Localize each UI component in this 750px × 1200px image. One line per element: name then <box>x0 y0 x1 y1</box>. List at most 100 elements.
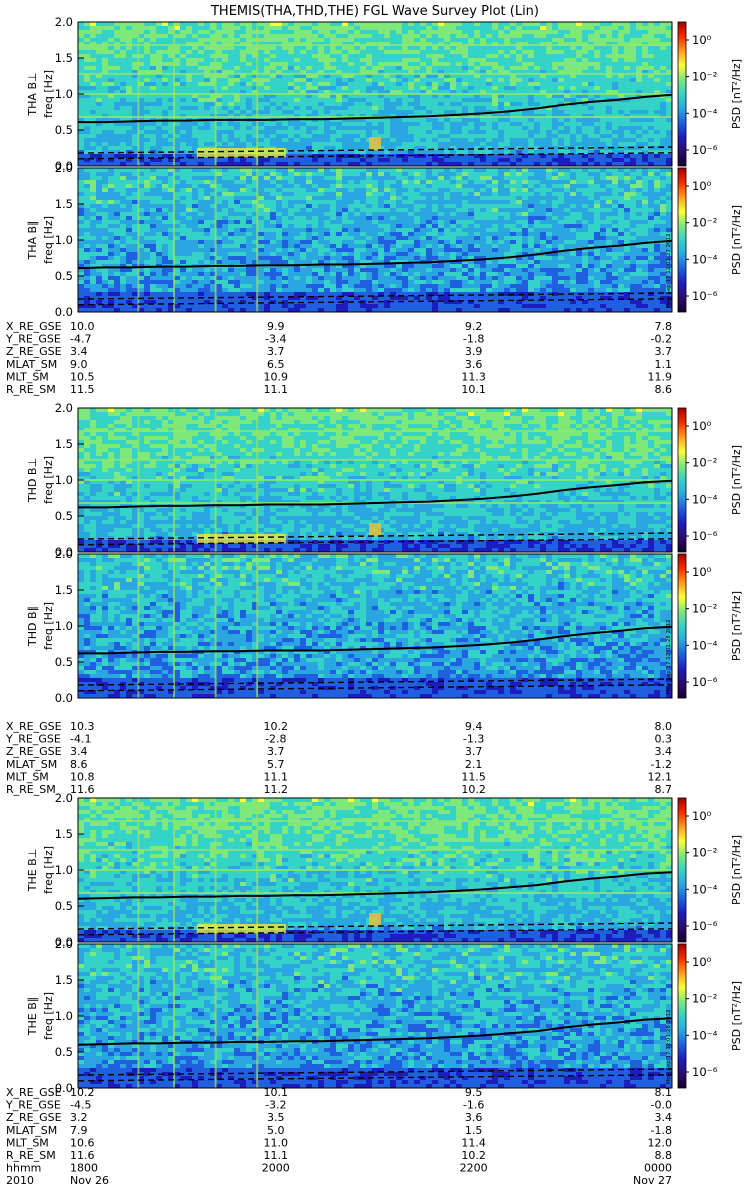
ephemeris-row-label: hhmm <box>6 1162 41 1175</box>
y-tick-label: 2.0 <box>55 937 73 951</box>
ephemeris-value: 9.5 <box>465 1086 483 1099</box>
ephemeris-value: 12.0 <box>648 1136 673 1149</box>
ephemeris-value: Nov 27 <box>633 1174 672 1187</box>
colorbar <box>677 167 687 313</box>
panel-3: 0.0 0.5 1.0 1.5 2.0 THD B⊥ freq [Hz] 10⁰ 10⁻² 10⁻… <box>26 401 743 559</box>
ephemeris-row-label: Y_RE_GSE <box>5 333 61 346</box>
colorbar-label: PSD [nT²/Hz] <box>730 205 743 275</box>
ephemeris-row-label: MLAT_SM <box>6 358 57 371</box>
y-tick-label: 0.5 <box>55 123 73 137</box>
ephemeris-row-label: X_RE_GSE <box>6 720 62 733</box>
ephemeris-value: 11.5 <box>70 383 95 396</box>
ephemeris-value: -4.1 <box>70 733 91 746</box>
ephemeris-value: 9.0 <box>70 358 88 371</box>
y-tick-label: 1.5 <box>55 827 73 841</box>
ephemeris-value: 2000 <box>262 1162 290 1175</box>
y-tick-label: 0.5 <box>55 899 73 913</box>
y-tick-label: 0.5 <box>55 269 73 283</box>
colorbar-tick-label: 10⁰ <box>692 33 712 47</box>
y-axis-probe-label: THD B⊥ <box>26 458 39 503</box>
y-tick-label: 2.0 <box>55 791 73 805</box>
ephemeris-value: 10.2 <box>264 720 289 733</box>
ephemeris-value: 8.0 <box>655 720 673 733</box>
cyclotron-trace <box>78 625 673 655</box>
colorbar-tick-label: 10⁰ <box>692 565 712 579</box>
ephemeris-row-label: R_RE_SM <box>6 1149 56 1162</box>
colorbar-tick-label: 10⁻² <box>692 216 717 230</box>
dashed-trace <box>77 922 673 930</box>
dashed-trace <box>77 298 673 306</box>
y-tick-label: 1.5 <box>55 973 73 987</box>
y-axis-unit-label: freq [Hz] <box>42 216 55 264</box>
y-tick-label: 1.5 <box>55 51 73 65</box>
ephemeris-row-label: R_RE_SM <box>6 383 56 396</box>
ephemeris-value: 1.1 <box>655 358 673 371</box>
ephemeris-row-label: MLT_SM <box>6 1136 49 1149</box>
ephemeris-value: 3.7 <box>465 745 483 758</box>
ephemeris-value: 3.4 <box>655 1111 673 1124</box>
y-axis-probe-label: THD B∥ <box>26 606 39 647</box>
ephemeris-row-label: 2010 <box>6 1174 34 1187</box>
ephemeris-value: 3.4 <box>70 745 88 758</box>
panel-5: 0.0 0.5 1.0 1.5 2.0 THE B⊥ freq [Hz] 10⁰ 10⁻² 10⁻… <box>26 791 743 949</box>
ephemeris-block-1: X_RE_GSE 10.0 9.9 9.2 7.8 Y_RE_GSE -4.7 -3.4 -1.… <box>5 320 672 396</box>
ephemeris-row-label: X_RE_GSE <box>6 320 62 333</box>
ephemeris-value: -1.2 <box>651 758 672 771</box>
ephemeris-row-label: MLAT_SM <box>6 758 57 771</box>
y-tick-label: 0.5 <box>55 655 73 669</box>
ephemeris-value: -3.4 <box>265 333 286 346</box>
y-tick-label: 0.0 <box>55 159 73 173</box>
colorbar-tick-label: 10⁰ <box>692 419 712 433</box>
ephemeris-value: 1800 <box>70 1162 98 1175</box>
dashed-trace <box>77 532 673 540</box>
ephemeris-value: 8.8 <box>655 1149 673 1162</box>
spectrogram-image <box>78 798 672 942</box>
ephemeris-value: 3.2 <box>70 1111 88 1124</box>
y-tick-label: 2.0 <box>55 15 73 29</box>
colorbar-label: PSD [nT²/Hz] <box>730 59 743 129</box>
colorbar <box>677 21 687 167</box>
ephemeris-value: -3.2 <box>265 1099 286 1112</box>
panel-4: 0.0 0.5 1.0 1.5 2.0 THD B∥ freq [Hz] 10⁰ 10⁻² 10⁻… <box>26 547 743 705</box>
colorbar-tick-label: 10⁻⁴ <box>692 1028 718 1042</box>
ephemeris-value: 2.1 <box>465 758 483 771</box>
dashed-trace <box>77 292 673 300</box>
ephemeris-value: 3.9 <box>465 345 483 358</box>
y-axis-unit-label: freq [Hz] <box>42 70 55 118</box>
ephemeris-value: 5.7 <box>267 758 285 771</box>
y-tick-label: 0.5 <box>55 1045 73 1059</box>
colorbar-tick-label: 10⁻² <box>692 992 717 1006</box>
ephemeris-value: 10.1 <box>461 383 486 396</box>
ephemeris-row-label: Y_RE_GSE <box>5 1099 61 1112</box>
ephemeris-value: -0.0 <box>651 1099 672 1112</box>
colorbar-tick-label: 10⁻⁶ <box>692 529 718 543</box>
y-tick-label: 2.0 <box>55 547 73 561</box>
y-axis-probe-label: THE B⊥ <box>26 849 39 893</box>
ephemeris-value: -1.6 <box>463 1099 484 1112</box>
ephemeris-value: 8.6 <box>70 758 88 771</box>
ephemeris-row-label: X_RE_GSE <box>6 1086 62 1099</box>
y-tick-label: 0.0 <box>55 1081 73 1095</box>
y-tick-label: 1.0 <box>55 619 73 633</box>
y-axis-probe-label: THA B⊥ <box>26 72 39 116</box>
spectrogram-image <box>78 168 672 312</box>
y-tick-label: 0.0 <box>55 691 73 705</box>
colorbar-tick-label: 10⁻⁴ <box>692 882 718 896</box>
ephemeris-value: 10.3 <box>70 720 95 733</box>
ephemeris-value: 1.5 <box>465 1124 483 1137</box>
figure-title: THEMIS(THA,THD,THE) FGL Wave Survey Plot… <box>210 4 539 19</box>
spectrogram-image <box>78 554 672 698</box>
ephemeris-row-label: Z_RE_GSE <box>6 745 62 758</box>
panel-2: 0.0 0.5 1.0 1.5 2.0 THA B∥ freq [Hz] 10⁰ 10⁻² 10⁻… <box>26 161 743 319</box>
ephemeris-block-3: X_RE_GSE 10.2 10.1 9.5 8.1 Y_RE_GSE -4.5 -3.2 -1… <box>5 1086 672 1187</box>
ephemeris-value: 11.6 <box>70 1149 95 1162</box>
ephemeris-value: 5.0 <box>267 1124 285 1137</box>
ephemeris-value: -1.8 <box>651 1124 672 1137</box>
ephemeris-value: 3.6 <box>465 1111 483 1124</box>
ephemeris-value: -0.2 <box>651 333 672 346</box>
ephemeris-value: 3.7 <box>267 745 285 758</box>
ephemeris-value: 3.7 <box>655 345 673 358</box>
ephemeris-value: 10.2 <box>70 1086 95 1099</box>
ephemeris-value: 8.1 <box>655 1086 673 1099</box>
